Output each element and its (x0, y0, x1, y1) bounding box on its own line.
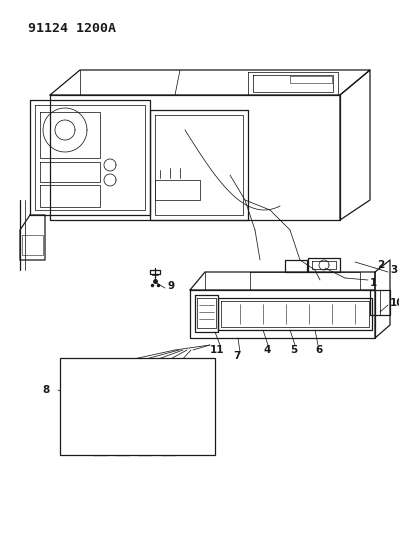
Text: 10: 10 (390, 298, 399, 308)
Text: 8: 8 (42, 385, 49, 395)
Text: 3: 3 (390, 265, 397, 275)
Text: 4: 4 (263, 345, 271, 355)
Text: 7: 7 (233, 351, 240, 361)
Text: 11: 11 (210, 345, 225, 355)
Text: 2: 2 (377, 260, 384, 270)
Bar (60, 358, 215, 455)
Text: 5: 5 (290, 345, 297, 355)
Text: 91124 1200A: 91124 1200A (28, 21, 116, 35)
Text: 1: 1 (370, 278, 377, 288)
Text: 6: 6 (315, 345, 322, 355)
Text: 9: 9 (167, 281, 174, 291)
